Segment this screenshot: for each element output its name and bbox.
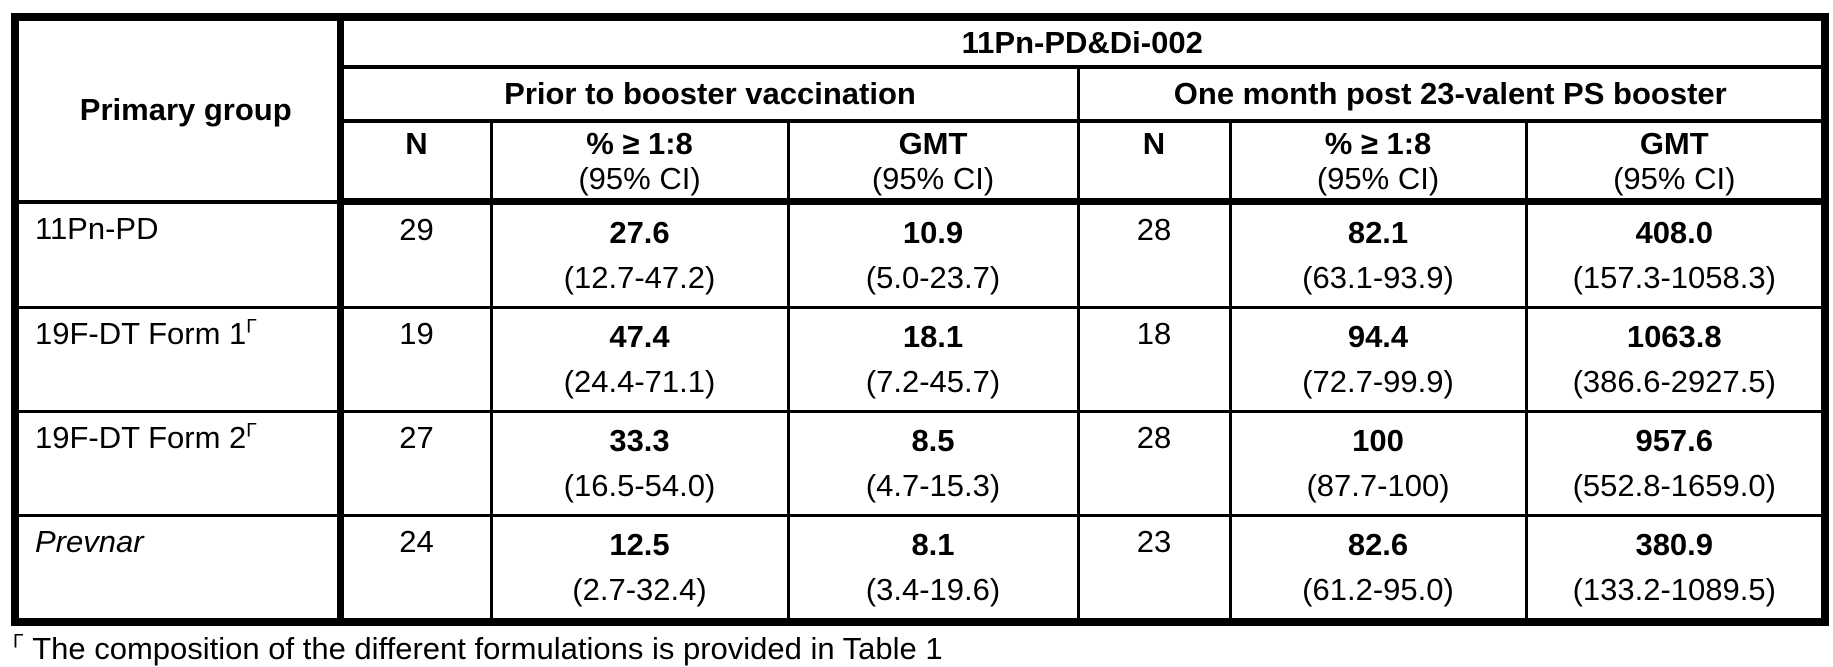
gamma-footnote-marker: Γ: [246, 316, 257, 338]
pct-cell-prior: 12.5 (2.7-32.4): [489, 514, 790, 624]
header-row-study: Primary group 11Pn-PD&Di-002: [13, 15, 1827, 204]
gmt-cell-prior: 8.5 (4.7-15.3): [786, 410, 1080, 517]
header-row-measures: N % ≥ 1:8 (95% CI) GMT (95% CI) N % ≥ 1:…: [15, 119, 1827, 205]
pct-cell-post: 100 (87.7-100): [1228, 410, 1528, 517]
gmt-cell-prior: 18.1 (7.2-45.7): [786, 306, 1080, 413]
gmt-cell-post: 380.9 (133.2-1089.5): [1524, 514, 1827, 624]
n-label: N: [405, 126, 428, 161]
ci-label: (95% CI): [1316, 161, 1440, 196]
row-label: 11Pn-PD: [13, 200, 344, 309]
ci-label: (95% CI): [578, 161, 701, 196]
column-header-pct-post: % ≥ 1:8 (95% CI): [1228, 119, 1528, 205]
ci-label: (95% CI): [871, 161, 995, 196]
column-header-n-prior: N: [338, 119, 493, 205]
n-value-post: 18: [1076, 306, 1232, 413]
table-row-11pn-pd: 11Pn-PD 29 27.6 (12.7-47.2) 10.9 (5.0-23…: [13, 200, 1827, 309]
n-value-post: 23: [1076, 514, 1232, 624]
column-header-gmt-post: GMT (95% CI): [1524, 119, 1827, 205]
pct-cell-post: 82.6 (61.2-95.0): [1228, 514, 1528, 624]
pct-label: % ≥ 1:8: [1324, 126, 1432, 161]
gmt-cell-prior: 8.1 (3.4-19.6): [786, 514, 1080, 624]
column-header-gmt-prior: GMT (95% CI): [786, 119, 1080, 205]
n-value-prior: 27: [338, 410, 493, 517]
gmt-cell-post: 1063.8 (386.6-2927.5): [1524, 306, 1827, 413]
table-row-19f-dt-form-1: 19F-DT Form 1Γ 19 47.4 (24.4-71.1) 18.1 …: [13, 306, 1827, 413]
column-header-n-post: N: [1076, 119, 1232, 205]
n-value-prior: 19: [338, 306, 493, 413]
n-value-post: 28: [1076, 200, 1232, 309]
n-label: N: [1142, 126, 1166, 161]
section-header-post-booster: One month post 23-valent PS booster: [1076, 65, 1827, 123]
pct-cell-prior: 33.3 (16.5-54.0): [489, 410, 790, 517]
gmt-label: GMT: [1639, 126, 1709, 161]
table-row-19f-dt-form-2: 19F-DT Form 2Γ 27 33.3 (16.5-54.0) 8.5 (…: [13, 410, 1827, 517]
primary-group-column-header: Primary group: [13, 15, 344, 204]
pct-label: % ≥ 1:8: [586, 126, 693, 161]
section-header-prior-booster: Prior to booster vaccination: [338, 65, 1080, 123]
ci-label: (95% CI): [1613, 161, 1736, 196]
pct-cell-post: 82.1 (63.1-93.9): [1228, 200, 1528, 309]
immunogenicity-results-table: Primary group 11Pn-PD&Di-002 Prior to bo…: [11, 13, 1829, 626]
gmt-label: GMT: [898, 126, 968, 161]
table-row-prevnar: Prevnar 24 12.5 (2.7-32.4) 8.1 (3.4-19.6…: [13, 514, 1827, 624]
gamma-footnote-marker: Γ: [13, 631, 24, 653]
gmt-cell-post: 408.0 (157.3-1058.3): [1524, 200, 1827, 309]
study-group-header: 11Pn-PD&Di-002: [338, 15, 1827, 69]
row-label: 19F-DT Form 2Γ: [13, 410, 344, 517]
n-value-prior: 24: [338, 514, 493, 624]
n-value-post: 28: [1076, 410, 1232, 517]
pct-cell-post: 94.4 (72.7-99.9): [1228, 306, 1528, 413]
gmt-cell-prior: 10.9 (5.0-23.7): [786, 200, 1080, 309]
header-row-timepoints: Prior to booster vaccination One month p…: [15, 65, 1827, 123]
table-footnote: Γ The composition of the different formu…: [11, 626, 1822, 667]
gamma-footnote-marker: Γ: [246, 420, 257, 442]
row-label: Prevnar: [13, 514, 344, 624]
n-value-prior: 29: [338, 200, 493, 309]
column-header-pct-prior: % ≥ 1:8 (95% CI): [489, 119, 790, 205]
row-label: 19F-DT Form 1Γ: [13, 306, 344, 413]
footnote-text: The composition of the different formula…: [32, 631, 943, 666]
pct-cell-prior: 47.4 (24.4-71.1): [489, 306, 790, 413]
pct-cell-prior: 27.6 (12.7-47.2): [489, 200, 790, 309]
gmt-cell-post: 957.6 (552.8-1659.0): [1524, 410, 1827, 517]
